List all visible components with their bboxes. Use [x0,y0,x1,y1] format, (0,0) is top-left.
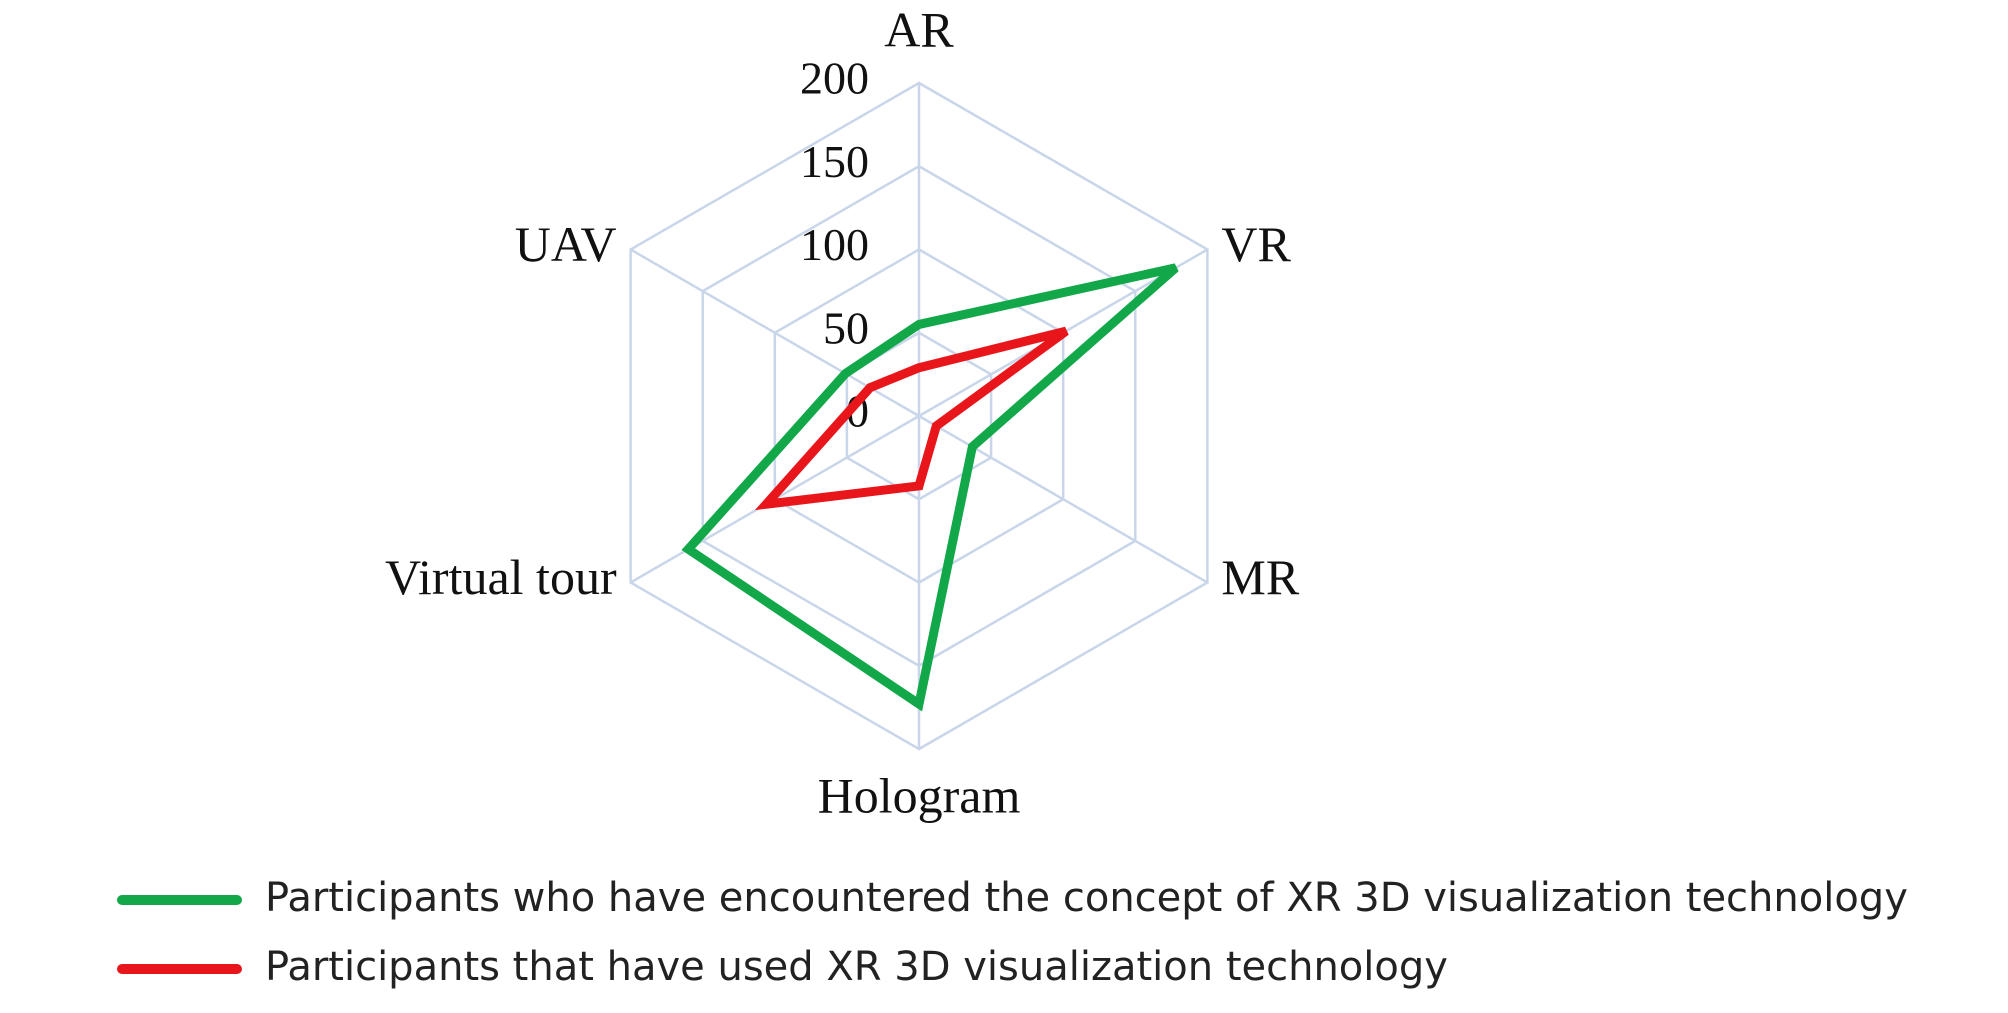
category-label: AR [884,1,954,57]
legend-label: Participants who have encountered the co… [265,875,1908,921]
tick-label: 200 [800,53,869,104]
tick-label: 100 [800,219,869,270]
category-label: Virtual tour [385,549,617,605]
legend-label: Participants that have used XR 3D visual… [265,944,1448,990]
tick-label: 50 [823,302,869,353]
category-label: Hologram [818,767,1021,823]
spoke [918,414,1209,584]
series-line [754,326,1069,511]
tick-label: 150 [800,136,869,187]
series-line [681,263,1179,712]
category-label: VR [1221,216,1291,272]
category-label: UAV [515,216,617,272]
category-label: MR [1221,549,1299,605]
